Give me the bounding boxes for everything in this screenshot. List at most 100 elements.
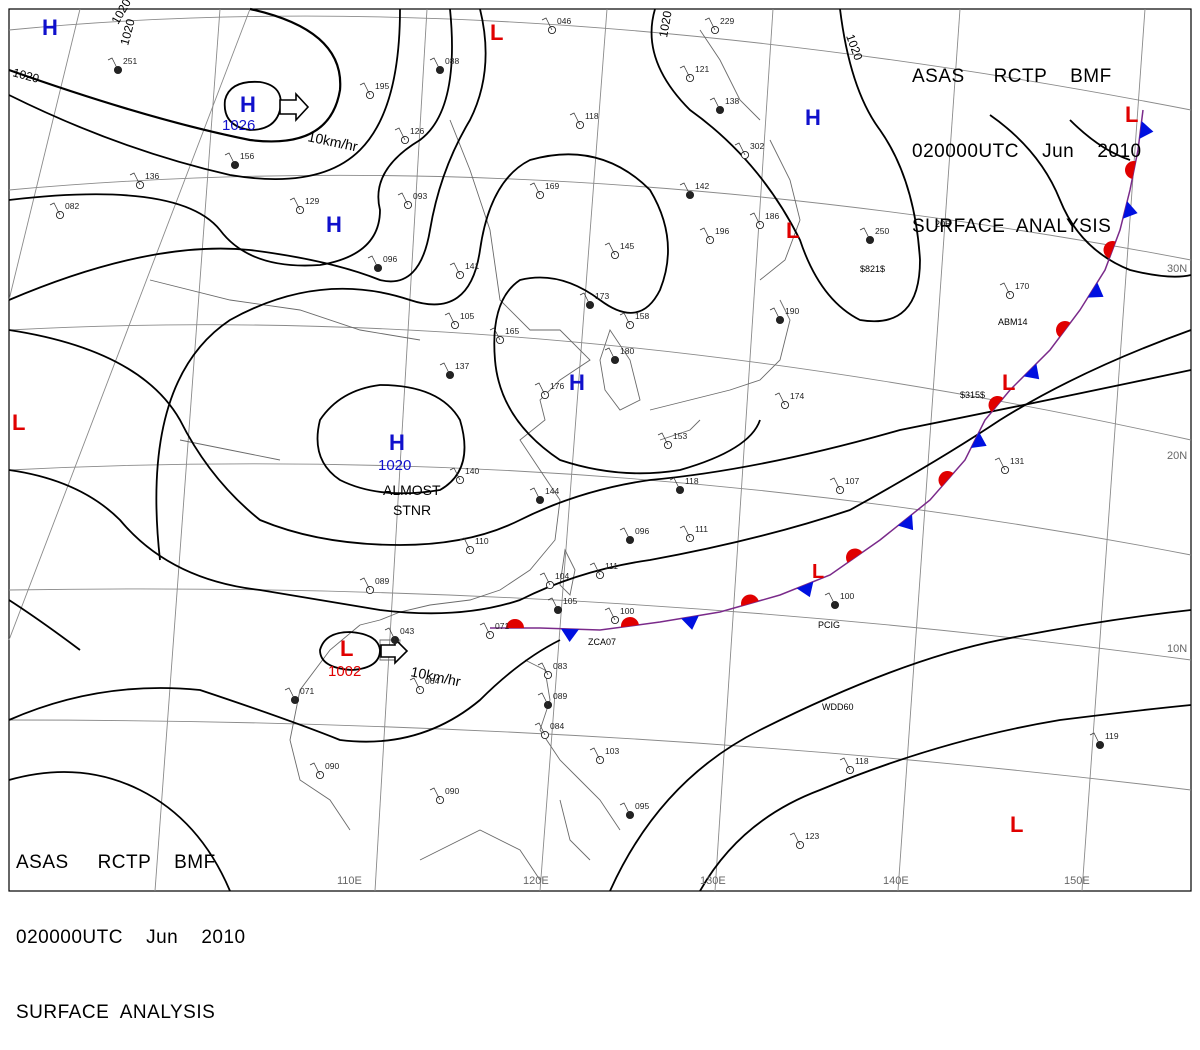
cold-front-triangle <box>1139 121 1154 139</box>
cold-front-triangle <box>1087 282 1104 298</box>
isobar-5 <box>8 329 1192 546</box>
station-pressure-value: 083 <box>553 661 567 671</box>
station-pressure-value: 088 <box>445 56 459 66</box>
wind-barb-icon <box>409 677 421 691</box>
isobar-14 <box>8 599 81 651</box>
isobar-9 <box>609 609 1192 892</box>
wind-barb-icon <box>679 182 691 196</box>
low-center: L <box>1125 102 1138 127</box>
station-pressure-value: 104 <box>555 571 569 581</box>
wind-barb-icon <box>604 242 616 256</box>
wind-barb-icon <box>479 622 491 636</box>
station-plot: 123 <box>789 831 819 850</box>
station-pressure-value: 111 <box>695 524 708 534</box>
station-pressure-value: 084 <box>550 721 564 731</box>
wind-barb-icon <box>679 65 691 79</box>
station-plot: 140 <box>449 466 479 485</box>
low-center: L <box>12 410 25 435</box>
low-center: L <box>1002 370 1015 395</box>
wind-barb-icon <box>619 312 631 326</box>
wind-barb-icon <box>529 182 541 196</box>
wind-barb-icon <box>289 197 301 211</box>
warm-front-semicircle <box>506 619 524 628</box>
wind-barb-icon <box>284 687 296 701</box>
wind-barb-icon <box>669 477 681 491</box>
lon-label: 110E <box>337 875 362 887</box>
isobar-label: 1020 <box>11 65 41 86</box>
map-frame <box>8 8 1192 892</box>
station-pressure-value: 140 <box>465 466 479 476</box>
station-plot: 083 <box>537 661 567 680</box>
station-pressure-value: 170 <box>1015 281 1029 291</box>
isobar-3 <box>8 8 453 267</box>
header-line: SURFACE ANALYSIS <box>16 1002 216 1023</box>
wind-barb-icon <box>429 57 441 71</box>
low-center-value: 1002 <box>328 663 361 680</box>
wind-barb-icon <box>367 255 379 269</box>
station-pressure-value: 173 <box>595 291 609 301</box>
station-pressure-value: 110 <box>475 536 489 546</box>
annotation-text: ALMOST STNR <box>383 482 441 518</box>
warm-front-semicircle <box>1125 161 1136 179</box>
wind-barb-icon <box>534 382 546 396</box>
wind-barb-icon <box>749 212 761 226</box>
warm-front-semicircle <box>1103 241 1116 259</box>
isobar-1020-north <box>8 7 342 143</box>
high-center: H <box>569 370 585 395</box>
station-pressure-value: 118 <box>585 111 599 121</box>
station-plot: 173 <box>579 291 609 310</box>
station-pressure-value: 156 <box>240 151 254 161</box>
wind-barb-icon <box>489 327 501 341</box>
cold-front-triangle <box>1023 363 1040 380</box>
station-pressure-value: 071 <box>495 621 509 631</box>
wind-barb-icon <box>534 722 546 736</box>
station-plot: 071 <box>479 621 509 640</box>
station-pressure-value: 176 <box>550 381 564 391</box>
warm-front-semicircle <box>938 471 954 487</box>
station-plot: 176 <box>534 381 564 400</box>
wind-barb-icon <box>604 607 616 621</box>
station-plot: 302 <box>734 141 764 160</box>
station-pressure-value: 093 <box>413 191 427 201</box>
station-code: $315$ <box>960 390 985 400</box>
isobar-label: 1020 <box>656 9 674 38</box>
wind-barb-icon <box>394 127 406 141</box>
station-code: ABM14 <box>998 317 1028 327</box>
isobar-7 <box>8 639 561 743</box>
station-pressure-value: 129 <box>305 196 319 206</box>
wind-barb-icon <box>309 762 321 776</box>
low-center: L <box>1010 812 1023 837</box>
station-plot: 229 <box>704 16 734 35</box>
lat-label: 10N <box>1167 643 1187 655</box>
station-pressure-value: 153 <box>673 431 687 441</box>
station-plot: 105 <box>444 311 474 330</box>
wind-barb-icon <box>541 17 553 31</box>
station-plot: 196 <box>699 226 729 245</box>
wind-barb-icon <box>589 562 601 576</box>
cold-front-triangle <box>897 514 914 531</box>
station-pressure-value: 190 <box>785 306 799 316</box>
station-pressure-value: 158 <box>635 311 649 321</box>
warm-front-semicircle <box>621 617 639 628</box>
station-plot: 084 <box>534 721 564 740</box>
isobar-10 <box>699 704 1192 892</box>
isobar-4 <box>8 8 487 301</box>
station-plot: 129 <box>289 196 319 215</box>
wind-barb-icon <box>999 282 1011 296</box>
station-pressure-value: 126 <box>410 126 424 136</box>
wind-barb-icon <box>709 97 721 111</box>
station-pressure-value: 169 <box>545 181 559 191</box>
pressure-systems: H 1026 H 1020 L 1002 H H H H L L L L L L… <box>12 15 1138 837</box>
station-plot: 142 <box>679 181 709 200</box>
longitude-lines <box>8 8 1146 892</box>
station-pressure-value: 137 <box>455 361 469 371</box>
wind-barb-icon <box>619 802 631 816</box>
wind-barb-icon <box>429 787 441 801</box>
station-plot: 111 <box>589 561 618 580</box>
station-pressure-value: 103 <box>605 746 619 756</box>
wind-barb-icon <box>224 152 236 166</box>
isobar-2 <box>8 8 401 180</box>
station-pressure-value: 144 <box>545 486 559 496</box>
lon-label: 120E <box>523 875 549 887</box>
station-plot: 090 <box>429 786 459 805</box>
